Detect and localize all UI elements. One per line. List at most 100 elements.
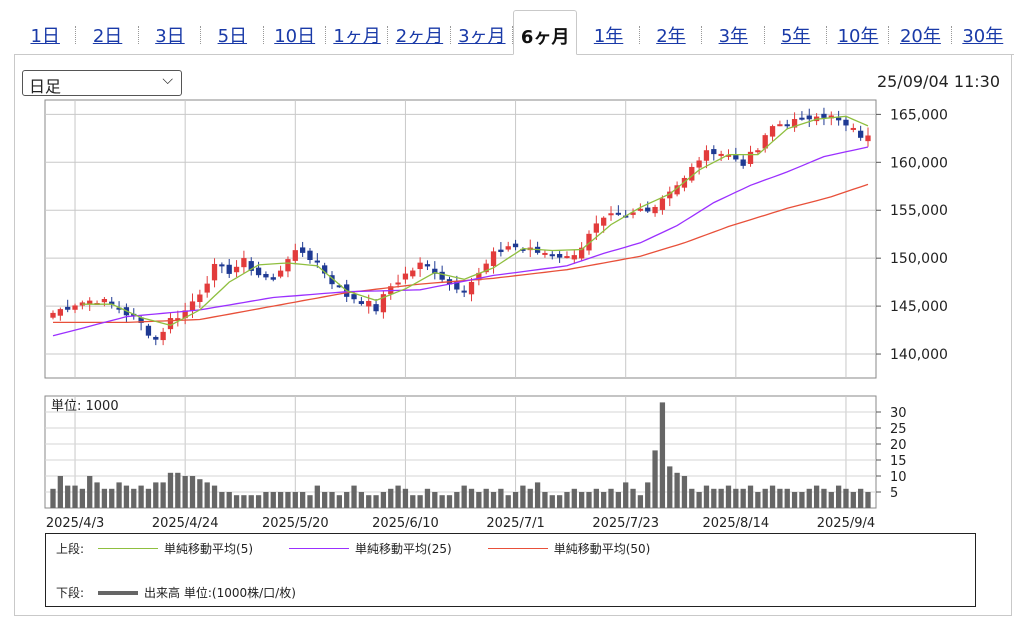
candle-body bbox=[601, 217, 607, 226]
legend-ma50-label: 単純移動平均(50) bbox=[553, 542, 651, 556]
volume-bar bbox=[270, 492, 276, 508]
volume-bar bbox=[813, 485, 820, 508]
legend-ma5-swatch bbox=[98, 548, 159, 549]
candle-body bbox=[564, 256, 570, 259]
candle-body bbox=[65, 306, 71, 310]
price-y-tick-label: 150,000 bbox=[890, 251, 948, 267]
tab-period[interactable]: 6ヶ月 bbox=[513, 10, 578, 55]
candle-body bbox=[791, 119, 798, 128]
candle-body bbox=[79, 302, 86, 306]
volume-bar bbox=[94, 482, 100, 508]
volume-y-tick-label: 25 bbox=[890, 422, 907, 437]
tab-period[interactable]: 1ヶ月 bbox=[326, 10, 389, 54]
volume-bar bbox=[87, 476, 93, 508]
volume-bar bbox=[645, 482, 651, 508]
period-select[interactable]: 日足 ⌵ bbox=[22, 70, 182, 96]
candle-body bbox=[615, 212, 622, 215]
volume-bar bbox=[703, 485, 710, 508]
volume-bar bbox=[593, 488, 599, 508]
volume-bar bbox=[498, 488, 504, 508]
tab-period[interactable]: 20年 bbox=[889, 10, 953, 54]
candle-body bbox=[850, 127, 856, 130]
candle-body bbox=[747, 151, 754, 164]
volume-bar bbox=[197, 479, 203, 508]
tab-period[interactable]: 1日 bbox=[14, 10, 77, 54]
legend-upper-label: 上段: bbox=[56, 542, 85, 556]
candle-body bbox=[175, 318, 181, 321]
candle-body bbox=[579, 247, 585, 259]
price-y-tick-label: 145,000 bbox=[890, 299, 948, 315]
volume-bar bbox=[615, 492, 622, 508]
volume-bar bbox=[145, 488, 152, 508]
candle-body bbox=[645, 207, 651, 212]
candle-body bbox=[520, 248, 526, 251]
volume-bar bbox=[211, 485, 218, 508]
volume-bar bbox=[843, 488, 849, 508]
volume-bar bbox=[659, 402, 666, 508]
candle-body bbox=[806, 115, 812, 120]
volume-bar bbox=[799, 492, 805, 508]
candle-body bbox=[505, 246, 511, 250]
candle-body bbox=[755, 150, 761, 153]
legend-ma5: 単純移動平均(5) bbox=[98, 540, 253, 557]
volume-bar bbox=[248, 495, 254, 508]
tab-period[interactable]: 1年 bbox=[577, 10, 641, 54]
candle-body bbox=[432, 268, 438, 274]
volume-bar bbox=[138, 485, 144, 508]
volume-bar bbox=[652, 450, 658, 508]
tab-period[interactable]: 5年 bbox=[765, 10, 828, 54]
tab-period[interactable]: 30年 bbox=[962, 26, 1004, 47]
tab-period[interactable]: 2ヶ月 bbox=[388, 10, 452, 54]
x-tick-label: 2025/7/1 bbox=[486, 516, 544, 531]
period-tabs: 1日 2日 3日 5日 10日 1ヶ月 2ヶ月 3ヶ月 6ヶ月 1年 2年 3年 5年 10年 20年 30年 bbox=[14, 10, 1014, 55]
volume-bar bbox=[336, 495, 342, 508]
candle-body bbox=[314, 260, 320, 263]
volume-bar bbox=[490, 492, 497, 508]
tab-period[interactable]: 2日 bbox=[76, 10, 140, 54]
volume-bar bbox=[160, 482, 166, 508]
volume-bar bbox=[299, 492, 306, 508]
volume-bar bbox=[292, 492, 298, 508]
tab-period[interactable]: 2年 bbox=[640, 10, 703, 54]
volume-bar bbox=[344, 492, 350, 508]
candle-body bbox=[241, 258, 247, 268]
tab-period[interactable]: 10日 bbox=[264, 10, 327, 54]
volume-bar bbox=[395, 485, 401, 508]
candle-body bbox=[116, 307, 122, 310]
candle-body bbox=[799, 117, 805, 120]
candle-body bbox=[277, 270, 284, 277]
volume-bar bbox=[241, 495, 247, 508]
tab-period[interactable]: 10年 bbox=[827, 10, 890, 54]
ma25-line bbox=[52, 146, 869, 337]
volume-bar bbox=[446, 495, 453, 508]
candle-body bbox=[373, 304, 379, 312]
tab-period[interactable]: 3日 bbox=[139, 10, 202, 54]
candle-body bbox=[410, 270, 416, 277]
timestamp: 25/09/04 11:30 bbox=[876, 72, 1000, 91]
candle-body bbox=[542, 252, 548, 255]
candle-body bbox=[586, 233, 592, 251]
volume-bar bbox=[667, 466, 673, 508]
volume-bar bbox=[747, 485, 754, 508]
price-plot-frame bbox=[44, 99, 877, 379]
volume-bar bbox=[358, 492, 365, 508]
volume-bar bbox=[226, 492, 232, 508]
candle-body bbox=[461, 290, 467, 293]
legend-volume: 出来高 単位:(1000株/口/枚) bbox=[98, 584, 296, 601]
candle-body bbox=[153, 336, 159, 340]
tab-period[interactable]: 3年 bbox=[702, 10, 765, 54]
volume-bar bbox=[623, 482, 629, 508]
candle-body bbox=[233, 266, 240, 273]
candle-body bbox=[145, 325, 152, 336]
legend-ma25-label: 単純移動平均(25) bbox=[355, 542, 452, 556]
legend-ma5-label: 単純移動平均(5) bbox=[164, 542, 254, 556]
period-select-value: 日足 bbox=[29, 77, 62, 96]
tab-period[interactable]: 3ヶ月 bbox=[451, 10, 514, 54]
volume-bar bbox=[858, 488, 864, 508]
volume-y-tick-label: 15 bbox=[890, 454, 907, 469]
volume-bar bbox=[806, 488, 812, 508]
legend-volume-swatch bbox=[98, 590, 139, 595]
candle-body bbox=[865, 135, 871, 142]
tab-period[interactable]: 5日 bbox=[201, 10, 264, 54]
volume-bar bbox=[534, 482, 541, 508]
